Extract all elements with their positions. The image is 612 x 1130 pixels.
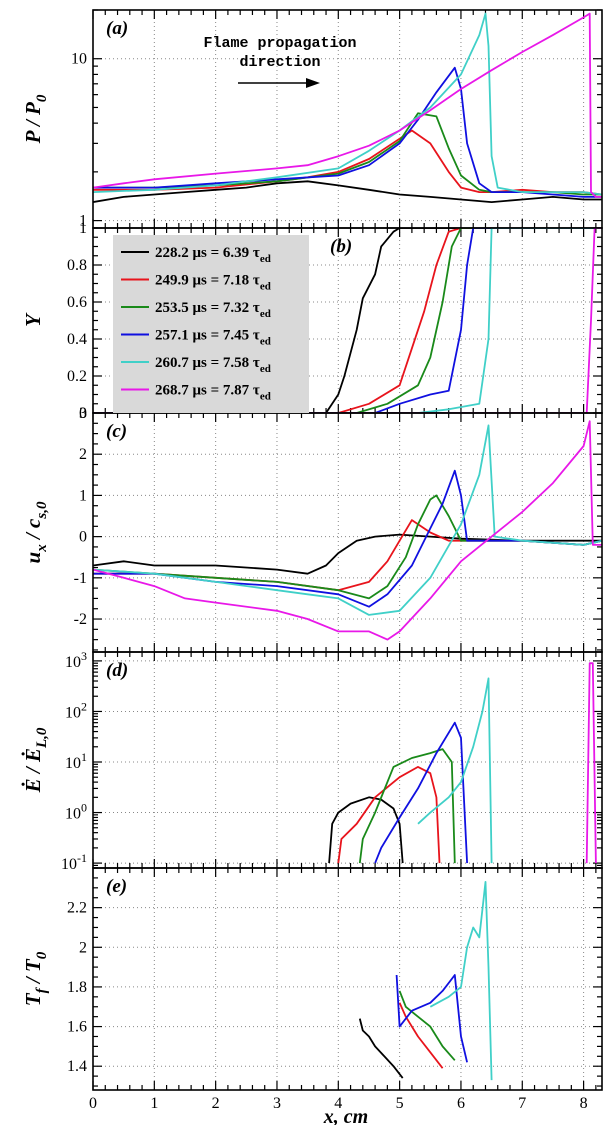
series-group [93, 228, 602, 413]
x-tick-label: 8 [580, 1095, 588, 1112]
series-line-1 [358, 1018, 404, 1079]
panel-label: (c) [106, 421, 127, 442]
panel-b: 0 0.2 0.4 0.6 0.8 1 Y (b) [21, 220, 603, 422]
y-tick-label: 1 [79, 220, 87, 237]
x-tick-label: 0 [89, 1095, 97, 1112]
series-line-3 [358, 748, 456, 864]
panel-e: 1.4 1.6 1.8 2 2.2 Tf / T0 (e) [21, 867, 603, 1091]
x-axis-label: x, cm [323, 1106, 368, 1125]
series-line-6 [585, 662, 597, 864]
y-tick-label: 0 [79, 529, 87, 546]
y-tick-label: -1 [74, 570, 87, 587]
y-tick-label: 0.8 [67, 257, 87, 274]
panel-label: (a) [106, 18, 128, 39]
y-tick-label: 100 [65, 801, 87, 823]
series-line-5 [93, 12, 602, 196]
series-line-2 [337, 766, 441, 864]
y-tick-label: 1 [79, 487, 87, 504]
y-tick-label: 0 [79, 405, 87, 422]
y-tick-label: -2 [74, 611, 87, 628]
series-line-1 [93, 180, 602, 204]
x-tick-label: 3 [273, 1095, 281, 1112]
series-line-4 [374, 721, 468, 864]
series-line-4 [93, 228, 602, 413]
annotation-line2: direction [239, 54, 320, 71]
y-tick-label: 2 [79, 939, 87, 956]
panel-label: (d) [106, 660, 128, 681]
series-line-3 [93, 228, 602, 413]
series-line-3 [398, 990, 456, 1061]
x-axis: 0 1 2 3 4 5 6 7 8 x, cm [89, 1095, 588, 1128]
x-tick-label: 7 [518, 1095, 526, 1112]
y-tick-label: 10-1 [61, 851, 87, 873]
series-line-2 [398, 1002, 444, 1069]
panel-frame [92, 412, 603, 653]
legend-box [113, 235, 309, 413]
legend-label-3: 253.5 μs = 7.32 τed [155, 300, 271, 320]
y-tick-label: 101 [65, 750, 87, 772]
y-axis-label: P / P0 [21, 94, 50, 144]
series-group [358, 881, 493, 1081]
series-line-2 [93, 228, 602, 413]
series-group [328, 662, 597, 864]
legend-label-6: 268.7 μs = 7.87 τed [155, 383, 271, 403]
series-line-4 [395, 974, 468, 1063]
x-tick-label: 1 [150, 1095, 158, 1112]
legend-label-2: 249.9 μs = 7.18 τed [155, 273, 271, 293]
y-tick-label: 3 [79, 405, 87, 422]
series-line-1 [328, 796, 404, 864]
y-tick-label: 0.6 [67, 294, 87, 311]
x-tick-label: 5 [396, 1095, 404, 1112]
y-axis-label: Tf / T0 [21, 951, 50, 1006]
legend-label-5: 260.7 μs = 7.58 τed [155, 355, 271, 375]
panel-label: (e) [106, 876, 127, 897]
panel-c: -2 -1 0 1 2 3 ux / cs,0 (c) [21, 405, 603, 653]
series-line-5 [93, 228, 602, 413]
series-line-5 [417, 677, 493, 864]
series-line-6 [93, 228, 602, 413]
series-line-1 [93, 228, 602, 413]
y-axis-label: Y [21, 312, 45, 327]
y-tick-label: 0.2 [67, 368, 87, 385]
y-tick-label: 103 [65, 649, 87, 671]
panel-frame [92, 651, 603, 869]
y-tick-label: 1.6 [67, 1019, 87, 1036]
y-axis-label: ux / cs,0 [21, 501, 50, 563]
panel-frame [92, 867, 603, 1091]
legend-label-4: 257.1 μs = 7.45 τed [155, 328, 271, 348]
y-tick-label: 10 [71, 51, 87, 68]
x-tick-label: 6 [457, 1095, 465, 1112]
y-tick-label: 102 [65, 699, 87, 721]
panel-d: 10-1 100 101 102 103 Ė / ĖL,0 (d) [21, 649, 603, 873]
y-tick-label: 1.8 [67, 979, 87, 996]
series-group [93, 420, 602, 641]
legend-label-1: 228.2 μs = 6.39 τed [155, 245, 271, 265]
y-tick-label: 0.4 [67, 331, 87, 348]
series-line-6 [93, 420, 602, 641]
panel-a: 1 10 P / P0 (a) [21, 9, 603, 230]
x-tick-label: 4 [334, 1095, 342, 1112]
annotation-line1: Flame propagation [203, 35, 356, 52]
series-group [93, 12, 602, 204]
annotation-arrow-head [306, 78, 320, 88]
y-axis-label: Ė / ĖL,0 [21, 727, 50, 793]
legend: 228.2 μs = 6.39 τed 249.9 μs = 7.18 τed 25… [113, 235, 309, 413]
series-line-4 [93, 469, 602, 608]
y-tick-label: 2.2 [67, 900, 87, 917]
series-line-5 [93, 424, 602, 616]
y-tick-label: 1.4 [67, 1058, 87, 1075]
x-tick-label: 2 [212, 1095, 220, 1112]
y-tick-label: 2 [79, 446, 87, 463]
series-line-5 [429, 881, 493, 1081]
panel-label: (b) [330, 236, 352, 257]
series-line-2 [93, 519, 602, 592]
y-tick-label: 1 [79, 213, 87, 230]
series-line-6 [93, 12, 602, 198]
series-line-1 [93, 533, 602, 575]
